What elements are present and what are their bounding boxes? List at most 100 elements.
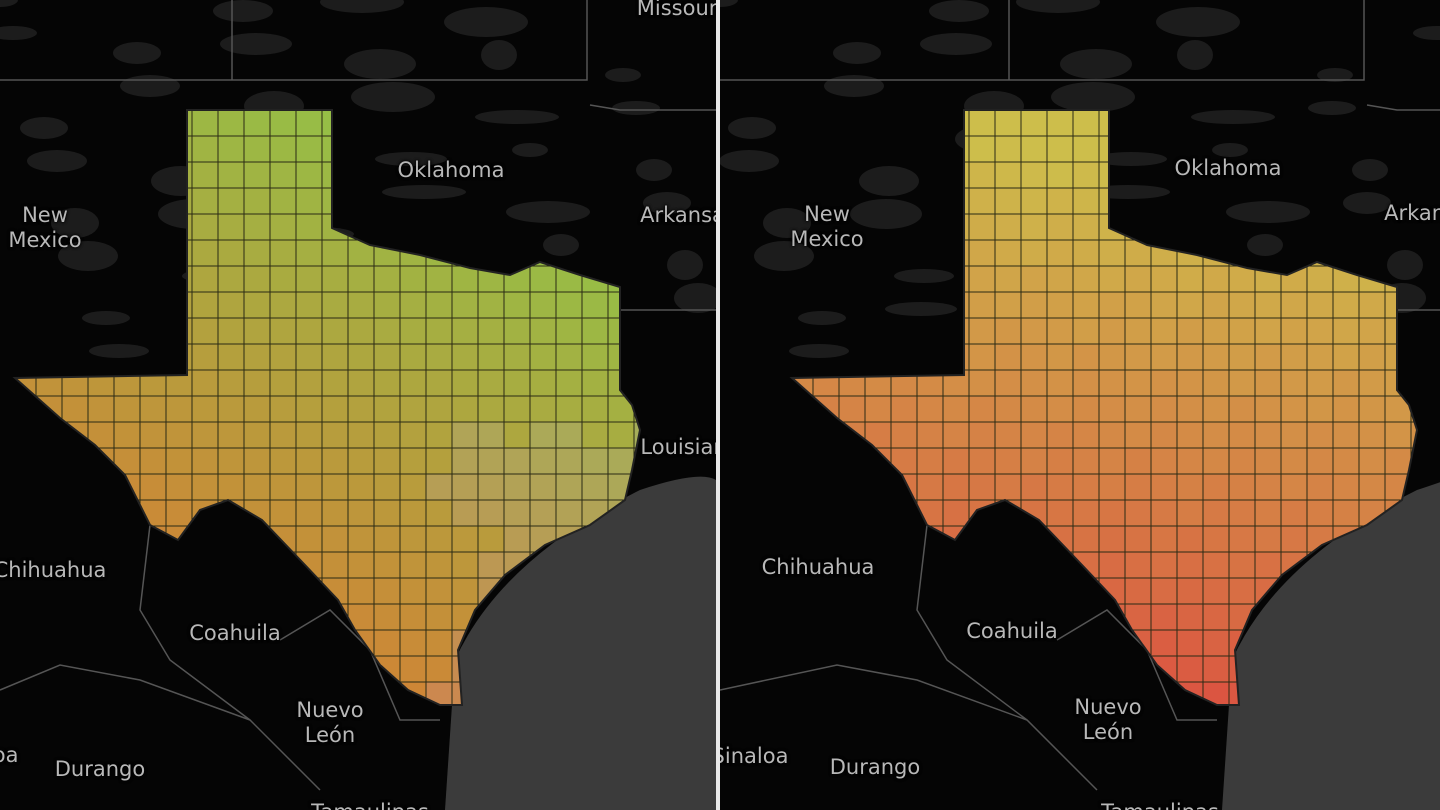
county <box>792 473 814 501</box>
county <box>61 629 89 657</box>
county <box>477 187 505 215</box>
county <box>581 135 609 163</box>
county <box>916 525 944 553</box>
county <box>451 239 479 267</box>
county <box>1072 369 1100 397</box>
county <box>968 317 996 345</box>
county <box>373 525 401 553</box>
county <box>555 265 583 293</box>
county <box>503 161 531 189</box>
county <box>165 447 193 475</box>
terrain <box>213 0 273 22</box>
county <box>451 265 479 293</box>
county <box>916 187 944 215</box>
county <box>1020 187 1048 215</box>
county <box>890 629 918 657</box>
terrain <box>1212 143 1248 157</box>
county <box>295 525 323 553</box>
county <box>994 681 1022 705</box>
county <box>890 603 918 631</box>
county <box>1046 473 1074 501</box>
county <box>295 629 323 657</box>
county <box>61 369 89 397</box>
county <box>1150 421 1178 449</box>
county <box>243 369 271 397</box>
terrain <box>754 241 814 271</box>
county <box>399 265 427 293</box>
terrain <box>1060 49 1132 79</box>
county <box>1020 161 1048 189</box>
county <box>373 369 401 397</box>
county <box>1410 135 1417 163</box>
county <box>1384 447 1412 475</box>
county <box>838 629 866 657</box>
county <box>1358 369 1386 397</box>
county <box>581 369 609 397</box>
county <box>968 343 996 371</box>
county <box>192 708 218 734</box>
county <box>477 551 505 579</box>
county <box>864 369 892 397</box>
county <box>994 213 1022 241</box>
border <box>0 0 588 81</box>
county <box>865 708 891 734</box>
county <box>451 291 479 319</box>
gulf <box>445 476 716 810</box>
county <box>1150 603 1178 631</box>
county <box>1228 499 1256 527</box>
county <box>529 265 557 293</box>
county <box>1202 187 1230 215</box>
county <box>1358 317 1386 345</box>
county <box>36 708 62 734</box>
county <box>87 629 115 657</box>
terrain <box>512 143 548 157</box>
county <box>1020 343 1048 371</box>
county <box>1150 577 1178 605</box>
county <box>269 213 297 241</box>
county <box>503 265 531 293</box>
county <box>244 708 270 734</box>
county <box>451 110 479 137</box>
county <box>399 110 427 137</box>
county <box>1150 265 1178 293</box>
county <box>373 110 401 137</box>
county <box>1176 577 1204 605</box>
county <box>321 187 349 215</box>
place-label: Missouri <box>636 0 716 20</box>
county <box>217 551 245 579</box>
county <box>1228 317 1256 345</box>
county <box>1176 421 1204 449</box>
county <box>321 265 349 293</box>
county <box>890 421 918 449</box>
county <box>864 577 892 605</box>
county <box>15 343 37 371</box>
county <box>217 239 245 267</box>
county <box>792 161 814 189</box>
county <box>792 499 814 527</box>
county <box>1072 317 1100 345</box>
county <box>269 161 297 189</box>
county <box>1280 110 1308 137</box>
county <box>1202 447 1230 475</box>
county <box>1124 525 1152 553</box>
county <box>1098 369 1126 397</box>
county <box>191 421 219 449</box>
county <box>477 239 505 267</box>
county <box>838 265 866 293</box>
county <box>139 265 167 293</box>
place-label: New Mexico <box>8 203 82 252</box>
county <box>1176 603 1204 631</box>
county <box>15 629 37 657</box>
county <box>191 655 219 683</box>
county <box>35 681 63 705</box>
county <box>451 577 479 605</box>
county <box>399 525 427 553</box>
county <box>347 343 375 371</box>
county <box>1046 291 1074 319</box>
county <box>968 110 996 137</box>
county <box>969 708 995 734</box>
county <box>373 213 401 241</box>
county <box>217 395 245 423</box>
county <box>1072 135 1100 163</box>
county <box>1228 291 1256 319</box>
